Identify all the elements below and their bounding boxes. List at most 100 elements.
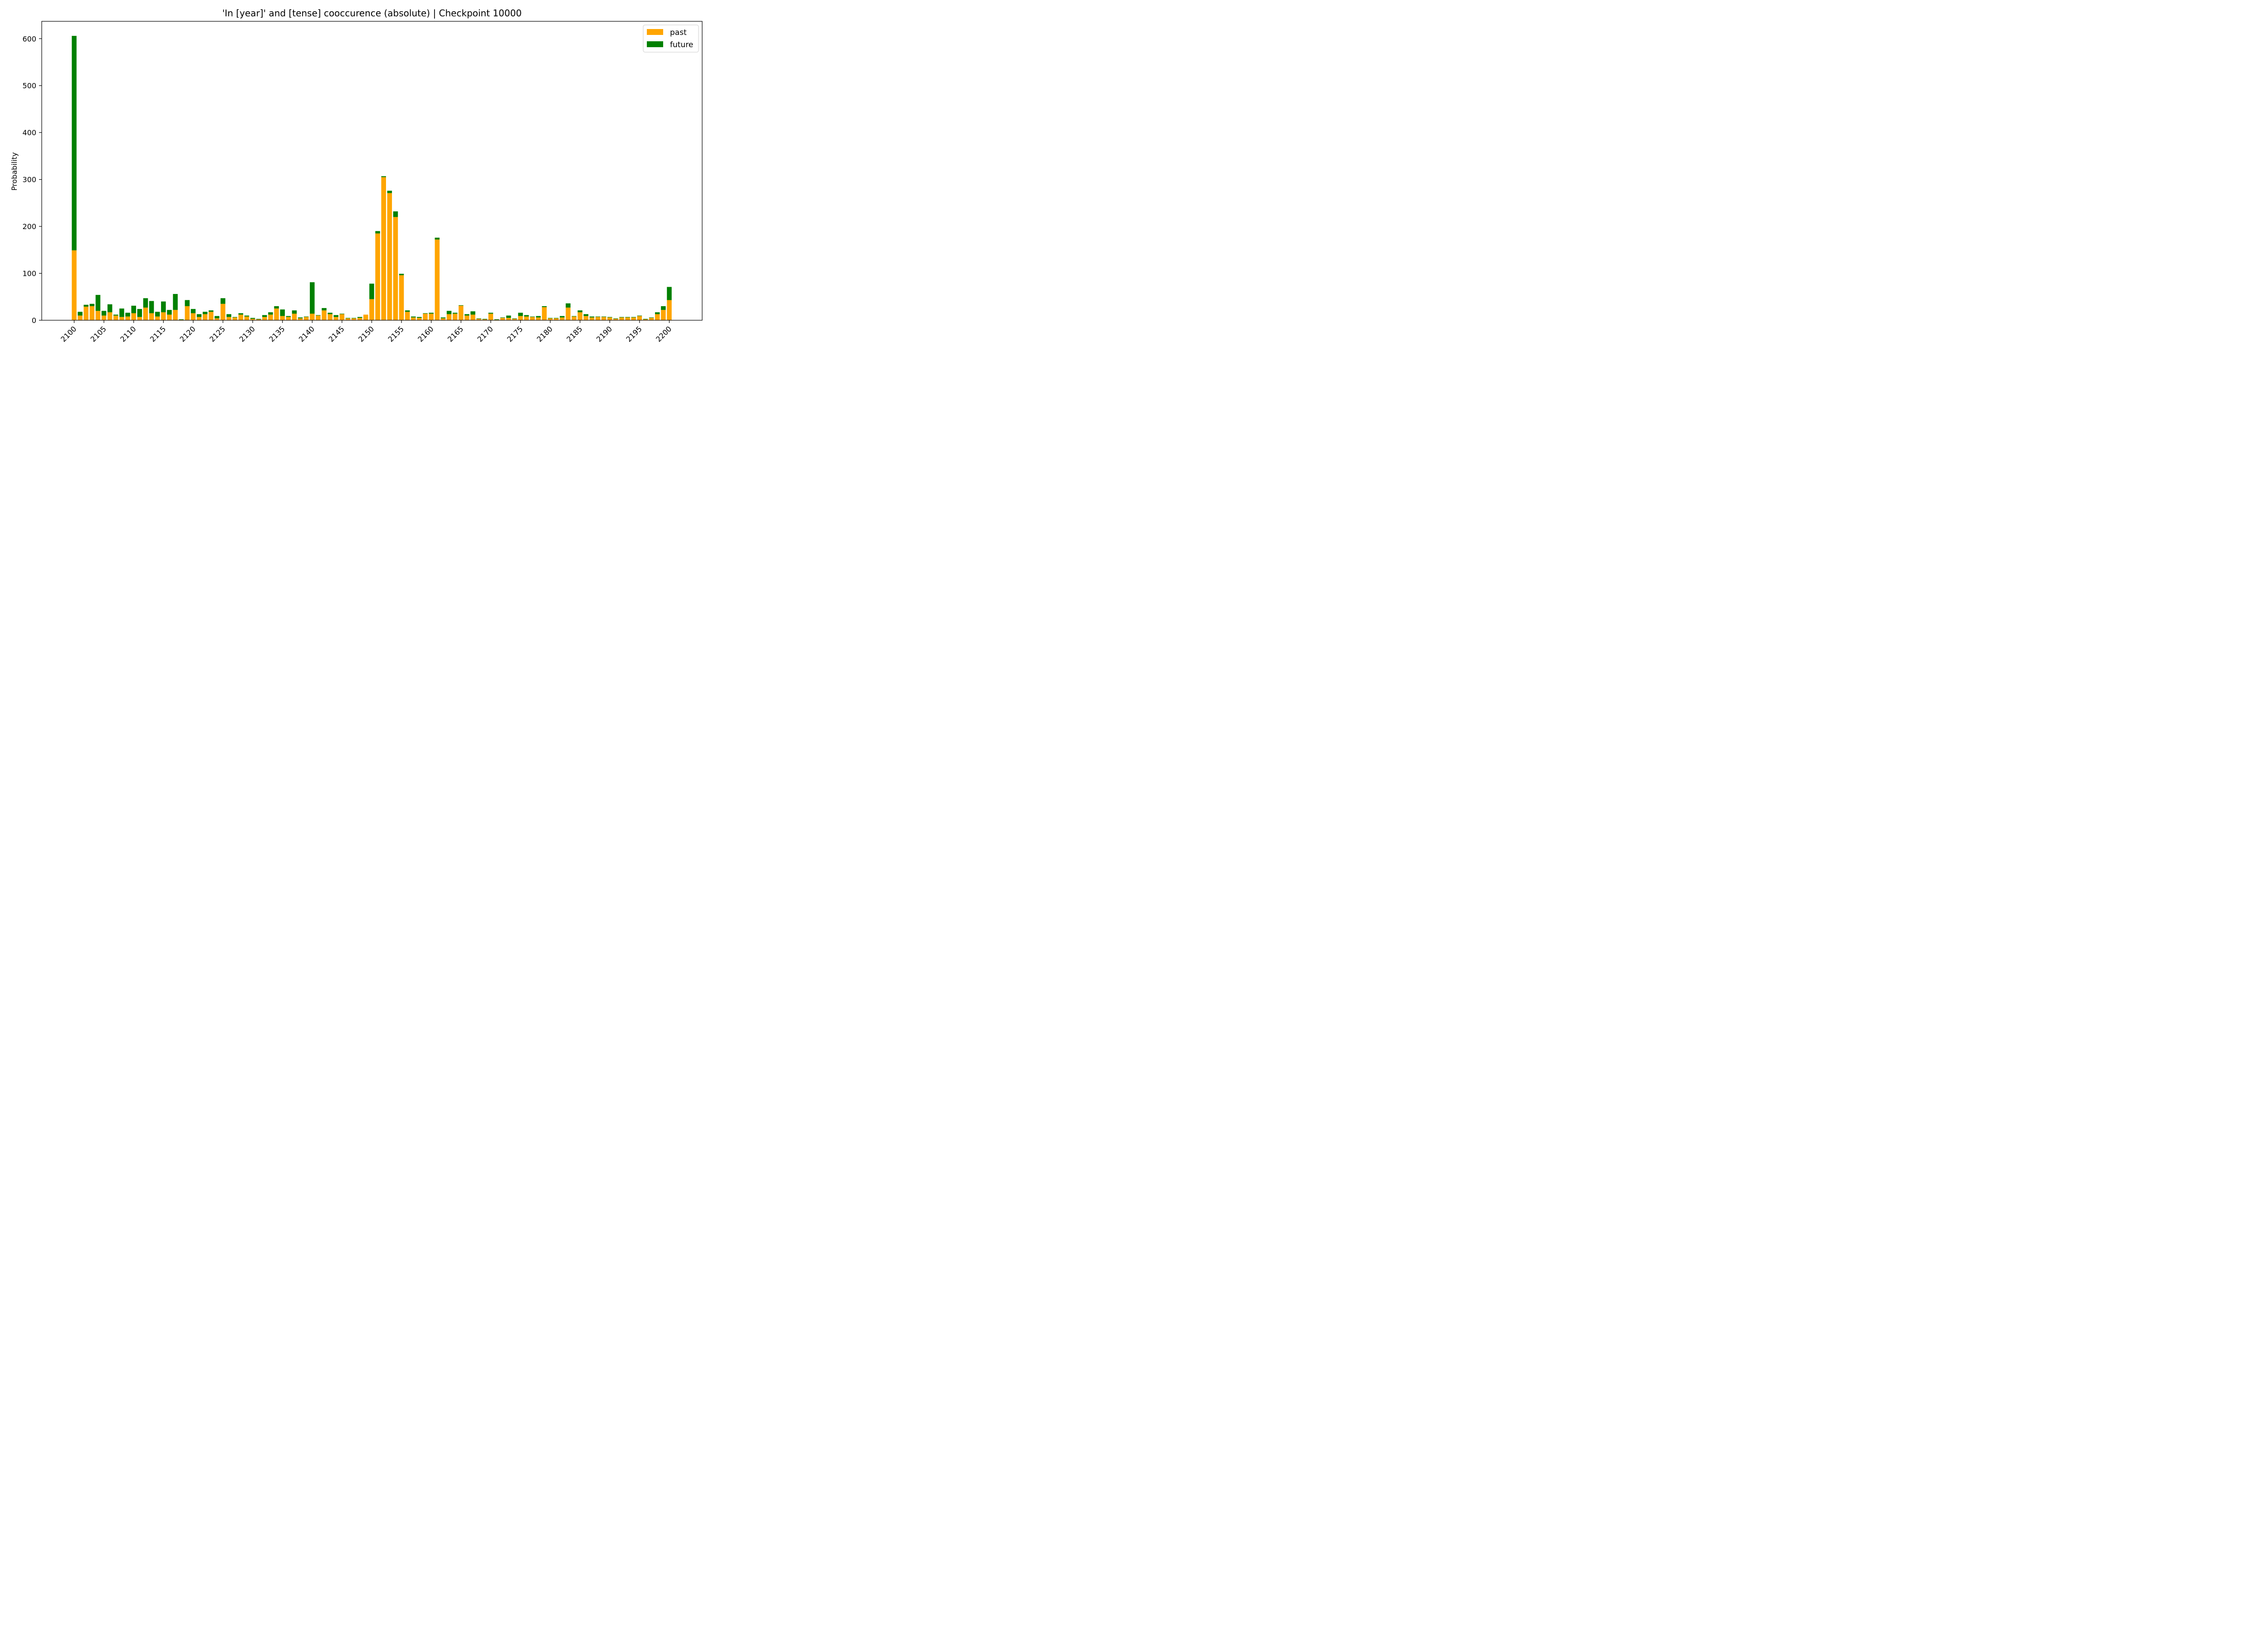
bar-future-2133 xyxy=(268,312,273,315)
bar-future-2114 xyxy=(155,312,160,317)
bar-past-2147 xyxy=(351,318,357,320)
bar-future-2121 xyxy=(196,314,202,317)
bar-past-2189 xyxy=(601,317,606,320)
bar-future-2117 xyxy=(173,294,178,310)
bar-past-2176 xyxy=(524,316,529,320)
y-tick-label: 400 xyxy=(22,128,36,137)
bar-past-2129 xyxy=(244,316,249,320)
x-tick-label: 2115 xyxy=(148,324,167,343)
bar-future-2155 xyxy=(399,274,404,275)
bar-future-2108 xyxy=(119,308,124,317)
bar-past-2200 xyxy=(667,300,672,320)
bar-past-2198 xyxy=(655,314,660,320)
bar-future-2136 xyxy=(286,316,291,317)
bar-future-2132 xyxy=(262,315,267,317)
bar-future-2193 xyxy=(625,317,630,318)
y-axis-label: Probability xyxy=(10,152,19,191)
x-tick-label: 2145 xyxy=(327,324,346,343)
bar-past-2182 xyxy=(560,317,565,320)
bar-future-2120 xyxy=(191,309,196,313)
chart-title: 'In [year]' and [tense] cooccurence (abs… xyxy=(222,8,522,19)
bar-future-2186 xyxy=(583,314,589,316)
bar-past-2146 xyxy=(345,318,351,320)
bar-past-2137 xyxy=(292,313,297,320)
x-tick-label: 2175 xyxy=(505,324,524,343)
bar-past-2127 xyxy=(232,317,237,320)
bar-future-2113 xyxy=(149,301,154,313)
bar-past-2108 xyxy=(119,317,124,320)
bar-future-2124 xyxy=(215,316,220,318)
bar-future-2126 xyxy=(226,314,231,317)
bar-past-2181 xyxy=(553,318,559,320)
bar-future-2198 xyxy=(655,312,660,314)
bar-past-2145 xyxy=(339,314,345,320)
bar-past-2164 xyxy=(452,313,458,320)
bar-past-2101 xyxy=(78,315,83,320)
bar-future-2194 xyxy=(631,317,636,318)
bar-past-2183 xyxy=(566,308,571,320)
bar-past-2132 xyxy=(262,317,267,320)
x-tick-label: 2105 xyxy=(89,324,108,343)
stacked-bar-chart: 2100 2105 2110 2115 2120 2125 2130 2135 2140 2145… xyxy=(10,8,703,344)
x-tick-label: 2135 xyxy=(267,324,286,343)
y-tick-label: 600 xyxy=(22,34,36,43)
legend-swatch-past xyxy=(647,29,663,35)
y-tick-label: 200 xyxy=(22,222,36,231)
bar-future-2129 xyxy=(244,315,249,317)
legend-label-future: future xyxy=(670,40,693,49)
bar-future-2156 xyxy=(405,310,410,312)
bar-past-2154 xyxy=(393,217,398,320)
bar-past-2199 xyxy=(661,310,666,320)
bar-future-2109 xyxy=(125,313,130,317)
bar-past-2133 xyxy=(268,314,273,320)
bar-future-2128 xyxy=(238,313,244,315)
bar-past-2166 xyxy=(464,315,469,320)
bar-future-2176 xyxy=(524,315,529,317)
plot-background xyxy=(42,21,702,320)
bar-future-2112 xyxy=(143,298,148,308)
bar-past-2153 xyxy=(387,193,392,320)
bar-past-2162 xyxy=(440,318,446,320)
bar-past-2119 xyxy=(185,306,190,320)
x-tick-label: 2150 xyxy=(357,324,376,343)
bar-past-2185 xyxy=(577,312,582,320)
bar-future-2151 xyxy=(375,231,380,234)
x-tick-label: 2130 xyxy=(238,324,257,343)
bar-past-2111 xyxy=(137,317,142,320)
y-tick-label: 100 xyxy=(22,269,36,278)
plot-frame xyxy=(41,21,703,321)
bar-past-2167 xyxy=(470,314,475,320)
bar-future-2168 xyxy=(476,318,481,319)
bar-future-2161 xyxy=(435,237,440,240)
bar-past-2151 xyxy=(375,233,380,320)
bar-future-2142 xyxy=(322,308,327,311)
y-tick-label: 300 xyxy=(22,176,36,184)
bar-future-2116 xyxy=(167,310,172,315)
bar-future-2119 xyxy=(185,300,190,306)
bar-past-2177 xyxy=(530,317,535,320)
bar-future-2115 xyxy=(161,301,166,313)
bar-future-2102 xyxy=(83,304,88,307)
bar-past-2148 xyxy=(357,318,362,320)
bar-future-2163 xyxy=(446,311,452,314)
bar-past-2121 xyxy=(196,317,202,320)
bar-future-2154 xyxy=(393,211,398,217)
bar-past-2155 xyxy=(399,275,404,320)
bar-past-2124 xyxy=(215,318,220,320)
bar-future-2104 xyxy=(95,295,101,311)
bar-future-2174 xyxy=(512,318,517,319)
bar-past-2150 xyxy=(369,299,374,320)
x-tick-label: 2120 xyxy=(178,324,197,343)
bar-future-2135 xyxy=(280,309,285,316)
bar-past-2134 xyxy=(274,308,279,320)
bar-past-2103 xyxy=(89,306,95,320)
bar-past-2138 xyxy=(298,318,303,320)
bar-future-2134 xyxy=(274,306,279,309)
bar-future-2166 xyxy=(464,314,469,316)
bar-past-2100 xyxy=(72,250,77,320)
bar-past-2122 xyxy=(202,314,208,320)
bar-past-2135 xyxy=(280,316,285,320)
bar-past-2186 xyxy=(583,316,589,320)
x-tick-label: 2170 xyxy=(476,324,495,343)
bar-future-2111 xyxy=(137,309,142,317)
